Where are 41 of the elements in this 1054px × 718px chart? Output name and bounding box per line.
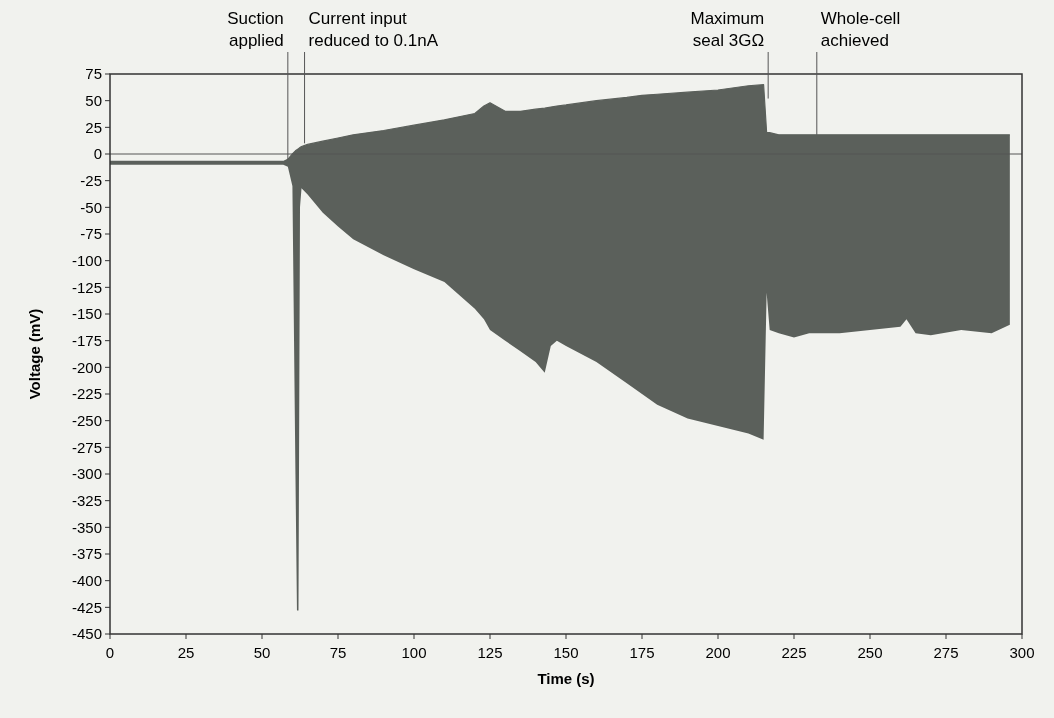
y-tick-label: -100 [71, 251, 102, 269]
annotation: Whole-cell achieved [820, 9, 901, 50]
y-tick-label: -75 [80, 225, 102, 243]
x-tick-label: 300 [1009, 644, 1035, 661]
y-axis-title: Voltage (mV) [26, 308, 43, 400]
y-tick-label: -325 [71, 491, 102, 509]
y-tick-label: 50 [85, 91, 102, 109]
x-tick-label: 0 [105, 644, 115, 661]
y-tick-label: -150 [71, 305, 102, 323]
y-tick-label: -50 [80, 198, 102, 216]
y-tick-label: 25 [85, 118, 102, 136]
y-tick-label: -25 [80, 171, 102, 189]
x-tick-label: 50 [253, 644, 271, 661]
x-tick-label: 25 [177, 644, 195, 661]
annotation: Suction applied [227, 9, 284, 50]
y-tick-label: -400 [71, 571, 102, 589]
x-tick-label: 200 [705, 644, 731, 661]
x-axis-title: Time (s) [537, 670, 595, 687]
y-tick-label: -200 [71, 358, 102, 376]
x-tick-label: 250 [857, 644, 883, 661]
y-tick-label: 0 [93, 145, 102, 163]
annotation: Current input reduced to 0.1nA [308, 9, 439, 50]
y-tick-label: -300 [71, 465, 102, 483]
y-tick-label: -375 [71, 545, 102, 563]
x-tick-label: 125 [477, 644, 503, 661]
y-tick-label: -225 [71, 385, 102, 403]
y-tick-label: -350 [71, 518, 102, 536]
x-tick-label: 100 [401, 644, 427, 661]
x-tick-label: 225 [781, 644, 807, 661]
y-tick-label: -275 [71, 438, 102, 456]
x-tick-label: 175 [629, 644, 655, 661]
y-tick-label: -125 [71, 278, 102, 296]
x-tick-label: 275 [933, 644, 959, 661]
annotation: Maximum seal 3GΩ [690, 9, 765, 50]
y-tick-label: -425 [71, 598, 102, 616]
y-tick-label: -450 [71, 625, 102, 643]
x-tick-label: 150 [553, 644, 579, 661]
y-tick-label: -175 [71, 331, 102, 349]
y-tick-label: 75 [85, 65, 102, 83]
y-tick-label: -250 [71, 411, 102, 429]
x-tick-label: 75 [329, 644, 347, 661]
